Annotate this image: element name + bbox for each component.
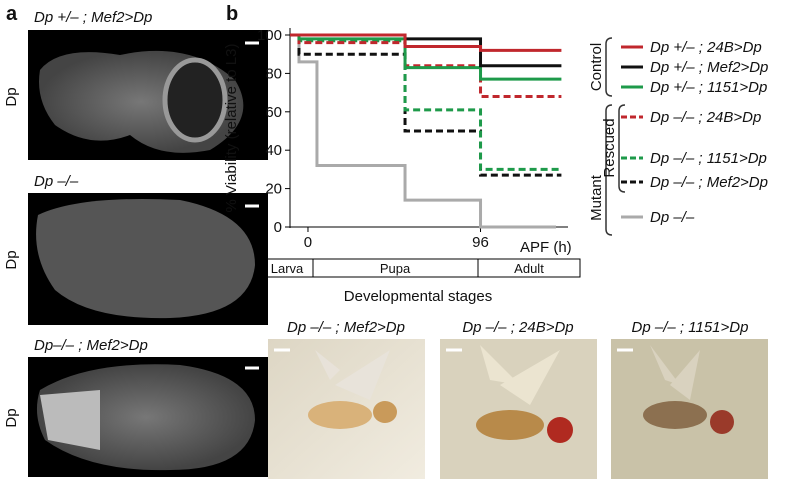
step-line bbox=[290, 33, 562, 177]
x-tick-label: 0 bbox=[304, 234, 312, 251]
step-line bbox=[290, 33, 557, 229]
legend-label: Dp +/– ; 1151>Dp bbox=[650, 79, 767, 96]
legend-label: Dp +/– ; 24B>Dp bbox=[650, 39, 762, 56]
legend-label: Dp –/– bbox=[650, 209, 695, 226]
x-tick-label: 96 bbox=[472, 234, 489, 251]
stage-label: Larva bbox=[271, 261, 304, 276]
disc-shape bbox=[40, 390, 100, 450]
group-label: Mutant bbox=[588, 174, 605, 221]
photo-caption: Dp –/– ; 24B>Dp bbox=[462, 319, 573, 336]
panel-label: b bbox=[226, 3, 238, 25]
y-tick-label: 20 bbox=[265, 181, 282, 198]
image-caption: Dp–/– ; Mef2>Dp bbox=[34, 337, 148, 354]
x-axis-label: APF (h) bbox=[520, 239, 572, 256]
stage-bar bbox=[261, 258, 581, 278]
y-tick-label: 40 bbox=[265, 142, 282, 159]
legend-label: Dp +/– ; Mef2>Dp bbox=[650, 59, 768, 76]
legend-brackets bbox=[605, 37, 626, 236]
legend-label: Dp –/– ; Mef2>Dp bbox=[650, 174, 768, 191]
panel-label: a bbox=[6, 3, 18, 25]
scale-bars bbox=[245, 41, 259, 370]
legend-label: Dp –/– ; 24B>Dp bbox=[650, 109, 761, 126]
legend-label: Dp –/– ; 1151>Dp bbox=[650, 150, 767, 167]
y-tick-label: 60 bbox=[265, 104, 282, 121]
step-line bbox=[290, 33, 562, 52]
image-caption: Dp +/– ; Mef2>Dp bbox=[34, 9, 152, 26]
disc-shape bbox=[162, 57, 228, 143]
group-label: Control bbox=[588, 43, 605, 91]
image-side-label: Dp bbox=[3, 87, 20, 106]
image-caption: Dp –/– bbox=[34, 173, 79, 190]
stage-label: Adult bbox=[514, 261, 544, 276]
group-label: Rescued bbox=[601, 118, 618, 177]
stages-title: Developmental stages bbox=[344, 288, 492, 305]
step-line bbox=[290, 33, 562, 171]
chart: % Viability (relative to L3) APF (h) bbox=[223, 28, 572, 256]
y-tick-label: 0 bbox=[274, 219, 282, 236]
image-side-label: Dp bbox=[3, 250, 20, 269]
stage-label: Pupa bbox=[380, 261, 411, 276]
fly-drawings bbox=[308, 345, 734, 443]
fly-photo bbox=[440, 339, 597, 479]
y-axis-label: % Viability (relative to L3) bbox=[223, 44, 240, 213]
photo-caption: Dp –/– ; 1151>Dp bbox=[632, 319, 749, 336]
photo-caption: Dp –/– ; Mef2>Dp bbox=[287, 319, 405, 336]
y-tick-label: 80 bbox=[265, 65, 282, 82]
y-tick-label: 100 bbox=[257, 27, 282, 44]
image-side-label: Dp bbox=[3, 408, 20, 427]
disc-shape bbox=[36, 199, 255, 319]
